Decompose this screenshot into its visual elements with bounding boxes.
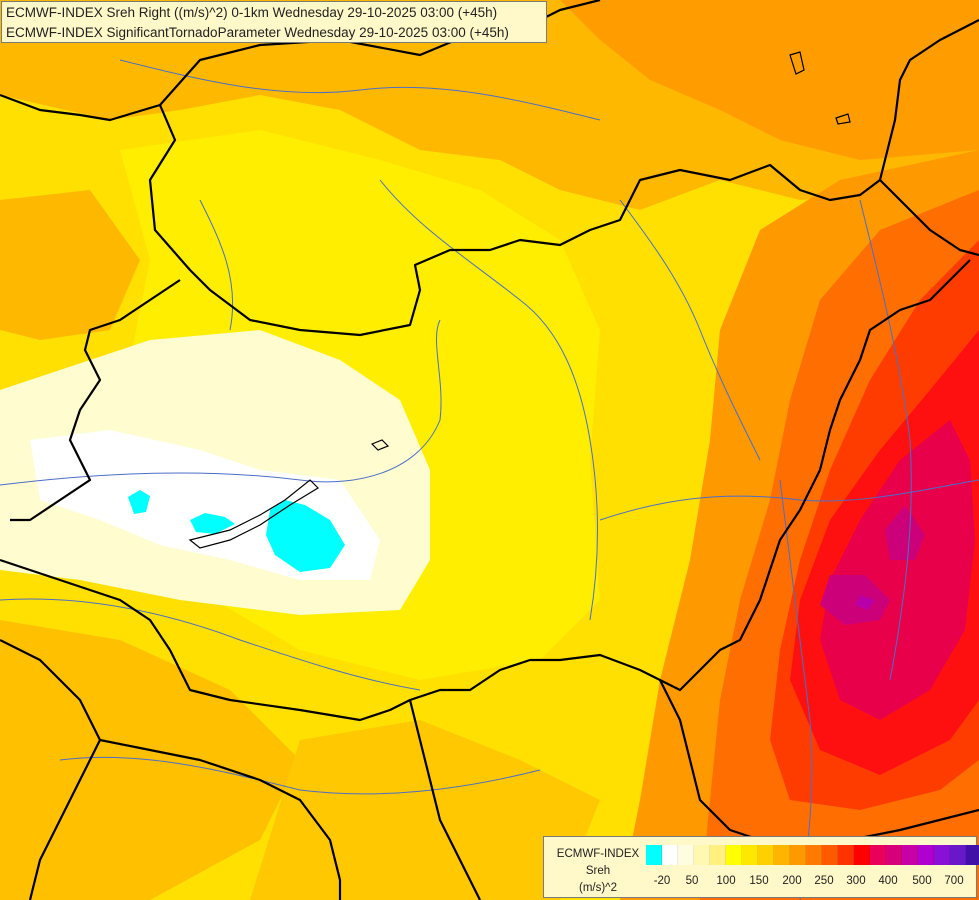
legend-swatch bbox=[870, 845, 886, 865]
sreh-field-cyan-pocket-west bbox=[128, 490, 150, 514]
legend-swatch bbox=[646, 845, 662, 865]
legend-swatch bbox=[678, 845, 694, 865]
river-tisza bbox=[379, 179, 598, 621]
legend-variable-label: Sreh bbox=[585, 865, 611, 877]
legend-swatch bbox=[902, 845, 918, 865]
legend-swatch bbox=[806, 845, 822, 865]
legend-swatch bbox=[742, 845, 758, 865]
sreh-field-east-purple-spot bbox=[855, 595, 875, 610]
legend-swatch bbox=[774, 845, 790, 865]
border-west-hungary bbox=[10, 279, 181, 522]
sreh-field-orange-west bbox=[0, 190, 140, 340]
border-croatia bbox=[0, 639, 102, 900]
river-drava bbox=[0, 598, 421, 691]
legend-model-label: ECMWF-INDEX bbox=[556, 848, 640, 860]
legend-tick-label: 500 bbox=[912, 875, 932, 887]
lake-balaton bbox=[188, 479, 319, 549]
border-south-hungary bbox=[0, 259, 971, 722]
lakes bbox=[188, 51, 851, 549]
legend-swatch bbox=[966, 845, 979, 865]
border-bosnia bbox=[99, 738, 342, 900]
legend-swatch bbox=[918, 845, 934, 865]
border-northwest bbox=[0, 93, 979, 337]
legend-swatch bbox=[710, 845, 726, 865]
legend-swatch bbox=[838, 845, 854, 865]
sreh-field-east-magenta bbox=[885, 505, 925, 560]
legend-swatch bbox=[790, 845, 806, 865]
sreh-field-east-magenta-south bbox=[820, 575, 890, 625]
river-vistula bbox=[119, 59, 601, 121]
legend-tick-label: 400 bbox=[878, 875, 898, 887]
border-north-arc bbox=[159, 0, 601, 106]
river-siret bbox=[859, 199, 912, 681]
river-danube bbox=[0, 319, 442, 486]
legend-color-scale bbox=[646, 845, 979, 865]
legend-unit-label: (m/s)^2 bbox=[579, 882, 617, 894]
map-title-stp: ECMWF-INDEX SignificantTornadoParameter … bbox=[6, 25, 509, 40]
map-title-sreh: ECMWF-INDEX Sreh Right ((m/s)^2) 0-1km W… bbox=[6, 5, 498, 20]
legend-swatch bbox=[822, 845, 838, 865]
legend-tick-label: 700 bbox=[944, 875, 964, 887]
river-mures bbox=[599, 479, 979, 521]
legend-swatch bbox=[950, 845, 966, 865]
legend-tick-label: 150 bbox=[749, 875, 769, 887]
color-legend: ECMWF-INDEX Sreh (m/s)^2 -20 50 100 150 200 2… bbox=[543, 836, 979, 898]
river-morava bbox=[199, 199, 234, 331]
lake-north-east-2 bbox=[789, 51, 805, 75]
legend-swatch bbox=[758, 845, 774, 865]
legend-tick-label: 50 bbox=[685, 875, 699, 887]
map-title-box: ECMWF-INDEX Sreh Right ((m/s)^2) 0-1km W… bbox=[1, 1, 547, 43]
legend-tick-label: -20 bbox=[653, 875, 671, 887]
sreh-field-cyan-pocket-large bbox=[266, 500, 345, 572]
sreh-field-east-crimson bbox=[820, 420, 975, 720]
sreh-field-cyan-pocket-middle bbox=[190, 513, 235, 534]
legend-tick-label: 300 bbox=[846, 875, 866, 887]
legend-tick-label: 250 bbox=[814, 875, 834, 887]
sreh-field-orange-south bbox=[250, 720, 600, 900]
border-romania-south bbox=[659, 679, 979, 852]
border-serbia-west bbox=[408, 699, 481, 900]
legend-swatch bbox=[662, 845, 678, 865]
lake-small-center bbox=[370, 439, 390, 451]
sreh-field-orange-north-dark bbox=[560, 0, 979, 160]
legend-swatch bbox=[694, 845, 710, 865]
border-east-moldova bbox=[878, 19, 979, 181]
legend-swatch bbox=[726, 845, 742, 865]
legend-swatch bbox=[886, 845, 902, 865]
river-sava bbox=[59, 756, 541, 795]
legend-tick-label: 100 bbox=[716, 875, 736, 887]
legend-swatch bbox=[934, 845, 950, 865]
rivers bbox=[0, 59, 979, 900]
legend-tick-labels: -20 50 100 150 200 250 300 400 500 700 bbox=[646, 875, 976, 891]
river-north-branch bbox=[619, 199, 761, 461]
legend-swatch bbox=[854, 845, 870, 865]
lake-north-east bbox=[835, 113, 851, 125]
legend-tick-label: 200 bbox=[782, 875, 802, 887]
